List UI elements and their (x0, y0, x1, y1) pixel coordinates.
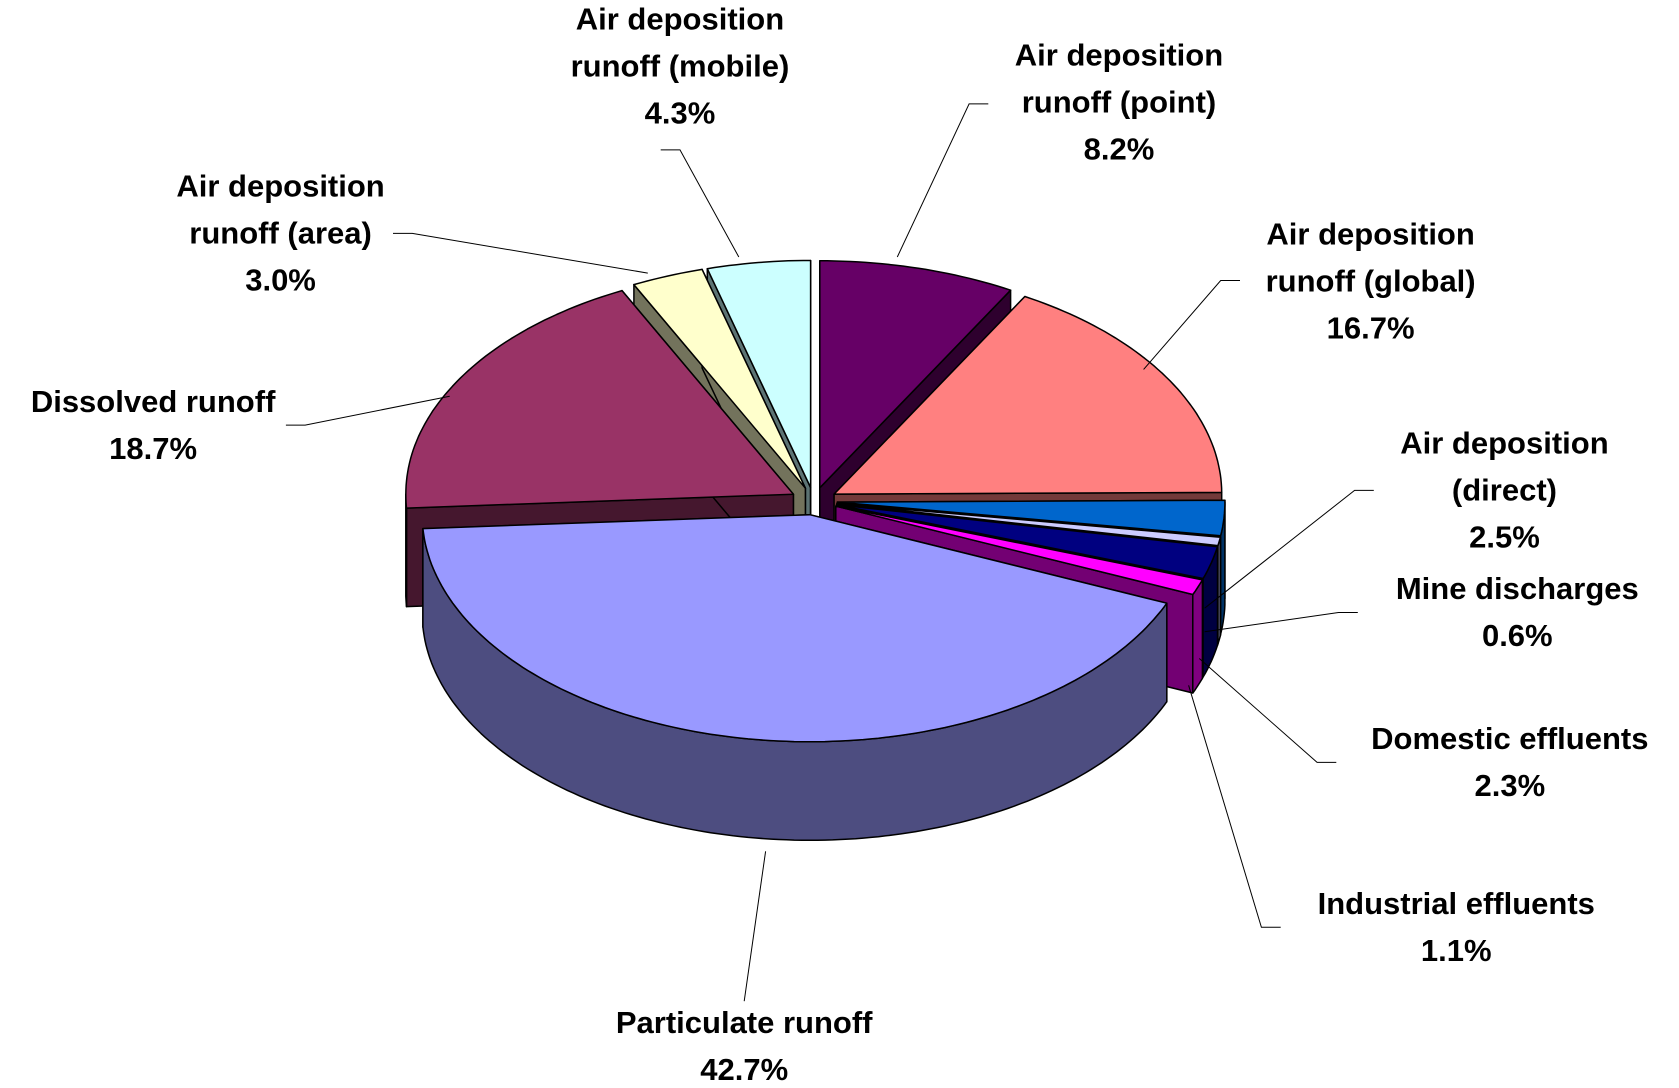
slice-top (835, 503, 1219, 580)
value-label: 2.5% (1469, 519, 1540, 555)
slice-wall (1217, 536, 1222, 645)
category-label: Air deposition (direct) (1400, 425, 1609, 508)
slice-label: Domestic effluents 2.3% (1296, 715, 1679, 809)
slice-label: Mine discharges 0.6% (1303, 565, 1679, 659)
category-label: Mine discharges (1395, 571, 1639, 607)
category-label: Industrial effluents (1317, 886, 1595, 922)
leader-line (1143, 280, 1240, 370)
slice-top (405, 289, 795, 509)
slice-top (422, 513, 1168, 743)
leader-line (1204, 489, 1374, 609)
slice-label: Air deposition runoff (area) 3.0% (141, 163, 419, 304)
leader-line (896, 103, 989, 258)
value-label: 1.1% (1420, 933, 1492, 969)
leader-line (743, 851, 767, 1002)
category-label: Domestic effluents (1371, 721, 1649, 757)
slice-label: Air deposition (direct) 2.5% (1365, 420, 1643, 561)
category-label: Particulate runoff (615, 1005, 873, 1041)
slice-top (819, 260, 1012, 489)
leader-line (1188, 685, 1281, 928)
leader-line (1204, 612, 1358, 633)
value-label: 16.7% (1326, 310, 1415, 346)
slice-top (706, 259, 812, 489)
slice-top (836, 502, 1222, 547)
value-label: 42.7% (700, 1052, 789, 1088)
leader-line (660, 149, 740, 258)
value-label: 4.3% (644, 95, 716, 131)
value-label: 3.0% (245, 262, 316, 298)
slice-label: Air deposition runoff (point) 8.2% (980, 31, 1258, 172)
leader-line (393, 232, 648, 274)
slice-label: Air deposition runoff (mobile) 4.3% (541, 0, 819, 137)
slice-label: Air deposition runoff (global) 16.7% (1231, 210, 1509, 351)
value-label: 2.3% (1474, 768, 1546, 804)
slice-top (835, 505, 1204, 596)
slice-top (833, 295, 1223, 495)
leader-line (285, 395, 450, 426)
value-label: 0.6% (1481, 618, 1553, 654)
slice-top (836, 499, 1226, 537)
category-label: Air deposition runoff (area) (176, 168, 385, 251)
category-label: Air deposition runoff (global) (1265, 216, 1476, 299)
category-label: Air deposition runoff (point) (1014, 37, 1224, 120)
slice-wall (1192, 579, 1204, 694)
slice-label: Particulate runoff 42.7% (530, 999, 958, 1088)
category-label: Dissolved runoff (30, 384, 276, 420)
value-label: 18.7% (109, 431, 198, 467)
pie-slice (422, 513, 1168, 841)
slice-top (633, 268, 807, 489)
slice-wall (405, 493, 408, 608)
category-label: Air deposition runoff (mobile) (570, 1, 790, 84)
slice-label: Industrial effluents 1.1% (1242, 880, 1670, 974)
leader-line (1198, 658, 1337, 763)
slice-label: Dissolved runoff 18.7% (0, 378, 367, 472)
value-label: 8.2% (1083, 131, 1155, 167)
